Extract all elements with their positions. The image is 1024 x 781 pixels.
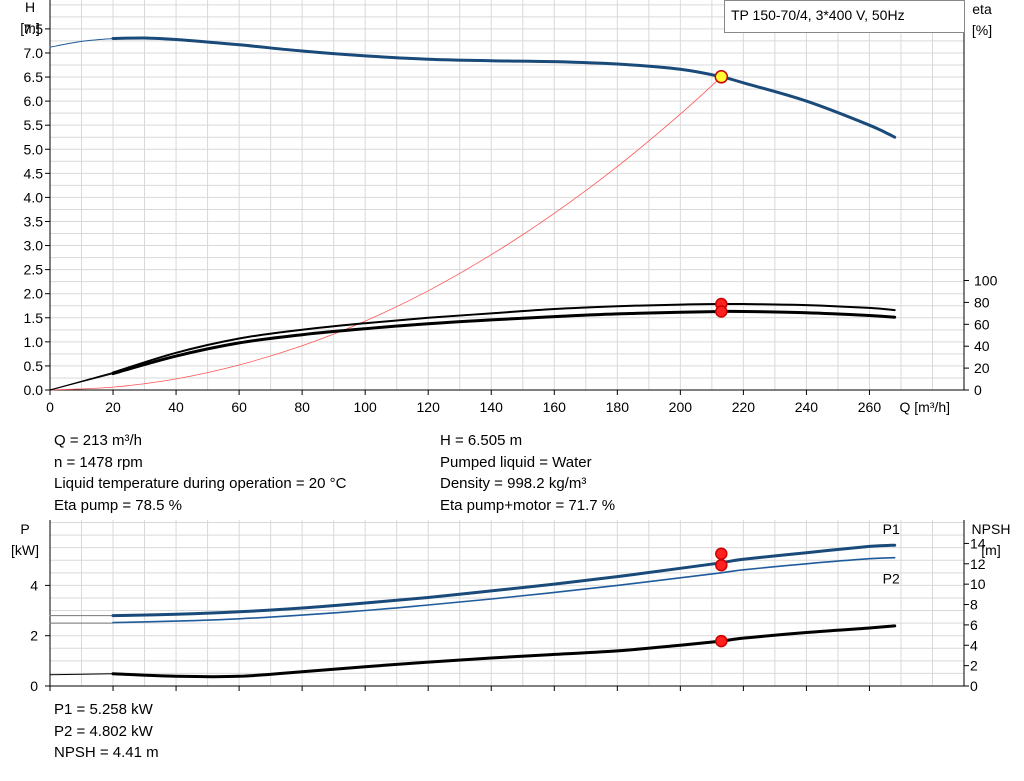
- y2-axis-label: eta: [972, 1, 992, 17]
- curve-NPSH: [111, 624, 897, 679]
- liquid-temperature-text: Liquid temperature during operation = 20…: [54, 475, 347, 492]
- curve-system-curve: [49, 76, 722, 391]
- y-tick-label: 6.0: [24, 93, 44, 109]
- npsh-tick-label: 0: [970, 678, 978, 694]
- y-tick-label: 4.0: [24, 189, 44, 205]
- curve-head-thin: [49, 38, 114, 48]
- p-tick-label: 4: [30, 577, 38, 593]
- x-tick-label: 80: [294, 399, 310, 415]
- duty-point-left-info: Q = 213 m³/h n = 1478 rpm Liquid tempera…: [54, 430, 346, 516]
- y2-tick-label: 0: [974, 382, 982, 398]
- y2-tick-label: 60: [974, 316, 990, 332]
- model-label: TP 150-70/4, 3*400 V, 50Hz: [731, 7, 905, 23]
- npsh-tick-label: 14: [970, 535, 986, 551]
- y2-tick-label: 80: [974, 294, 990, 310]
- x-axis-label: Q [m³/h]: [899, 399, 950, 415]
- x-tick-label: 60: [231, 399, 247, 415]
- x-tick-label: 120: [417, 399, 441, 415]
- eta-pump-motor-text: Eta pump+motor = 71.7 %: [440, 496, 616, 514]
- y-tick-label: 6.5: [24, 69, 44, 85]
- flow-rate-text: Q = 213 m³/h: [54, 432, 142, 449]
- x-tick-label: 160: [543, 399, 567, 415]
- y-tick-label: 2.5: [24, 262, 44, 278]
- npsh-tick-label: 8: [970, 597, 978, 613]
- x-tick-label: 240: [795, 399, 819, 415]
- p-axis-unit: [kW]: [11, 542, 39, 558]
- y2-tick-label: 40: [974, 338, 990, 354]
- curve-P1: [111, 543, 897, 618]
- eta-pump-text: Eta pump = 78.5 %: [54, 496, 182, 514]
- model-label-box: [724, 0, 965, 33]
- x-tick-label: 200: [669, 399, 693, 415]
- curve-eta-total-thin: [49, 373, 114, 391]
- power-values-info: P1 = 5.258 kW P2 = 4.802 kW NPSH = 4.41 …: [54, 699, 159, 764]
- operating-point-3: [715, 305, 728, 318]
- y-tick-label: 7.5: [24, 21, 44, 37]
- y-tick-label: 5.0: [24, 141, 44, 157]
- y-tick-label: 2.0: [24, 286, 44, 302]
- power-point-1: [715, 547, 728, 561]
- x-tick-label: 260: [858, 399, 882, 415]
- density-text: Density = 998.2 kg/m³: [440, 475, 587, 492]
- y-tick-label: 5.5: [24, 117, 44, 133]
- x-tick-label: 100: [353, 399, 377, 415]
- npsh-tick-label: 10: [970, 576, 986, 592]
- p-tick-label: 0: [30, 678, 38, 694]
- y2-tick-label: 100: [974, 273, 998, 289]
- npsh-tick-label: 4: [970, 637, 978, 653]
- y-axis-unit: [m]: [20, 20, 39, 36]
- pumped-liquid-text: Pumped liquid = Water: [440, 453, 592, 471]
- y-tick-label: 0.5: [24, 358, 44, 374]
- y-tick-label: 0.0: [24, 382, 44, 398]
- x-tick-label: 20: [105, 399, 121, 415]
- y2-axis-unit: [%]: [972, 22, 992, 38]
- x-tick-label: 40: [168, 399, 184, 415]
- curve-head: [111, 36, 897, 139]
- power-point-2: [715, 558, 728, 572]
- npsh-value-text: NPSH = 4.41 m: [54, 744, 159, 761]
- series-label-p2: P2: [883, 571, 900, 587]
- y-tick-label: 3.5: [24, 213, 44, 229]
- head-text: H = 6.505 m: [440, 432, 523, 449]
- curve-NPSH-thin: [49, 673, 114, 676]
- npsh-axis-unit: [m]: [981, 542, 1000, 558]
- y2-tick-label: 20: [974, 360, 990, 376]
- y-tick-label: 7.0: [24, 45, 44, 61]
- npsh-tick-label: 6: [970, 617, 978, 633]
- p-tick-label: 2: [30, 628, 38, 644]
- series-label-p1: P1: [883, 521, 900, 537]
- npsh-tick-label: 2: [970, 658, 978, 674]
- duty-point-right-info: H = 6.505 m Pumped liquid = Water Densit…: [440, 430, 615, 516]
- curve-eta-total: [111, 309, 897, 376]
- y-tick-label: 3.0: [24, 238, 44, 254]
- y-tick-label: 1.5: [24, 310, 44, 326]
- speed-text: n = 1478 rpm: [54, 453, 143, 471]
- curve-eta-pump: [112, 302, 896, 374]
- y-tick-label: 4.5: [24, 165, 44, 181]
- p1-value-text: P1 = 5.258 kW: [54, 701, 153, 718]
- npsh-axis-label: NPSH: [972, 521, 1011, 537]
- x-tick-label: 140: [480, 399, 504, 415]
- x-tick-label: 0: [46, 399, 54, 415]
- x-tick-label: 180: [606, 399, 630, 415]
- p-axis-label: P: [20, 521, 29, 537]
- npsh-tick-label: 12: [970, 556, 986, 572]
- curve-P2: [112, 556, 896, 624]
- y-axis-label: H: [25, 0, 35, 15]
- y-tick-label: 1.0: [24, 334, 44, 350]
- operating-point-1: [714, 70, 729, 84]
- p2-value-text: P2 = 4.802 kW: [54, 722, 153, 740]
- x-tick-label: 220: [732, 399, 756, 415]
- power-point-3: [715, 634, 728, 648]
